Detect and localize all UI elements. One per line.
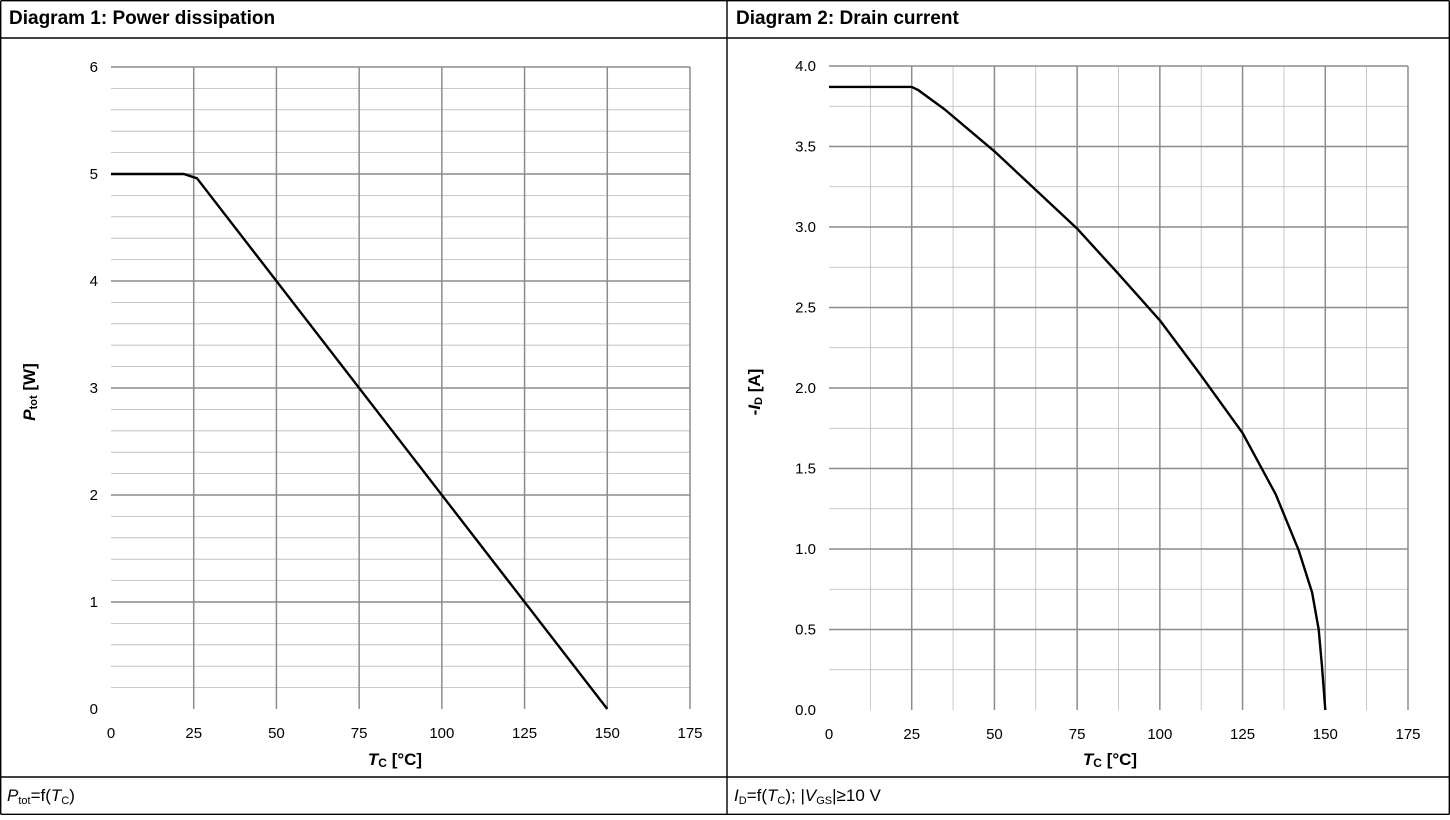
series-line xyxy=(829,85,1327,711)
caption-symbol-2: V xyxy=(804,786,817,805)
x-tick-label: 175 xyxy=(1395,726,1420,743)
y-tick-label: 2 xyxy=(90,487,98,504)
y-tick-label: 1 xyxy=(90,594,98,611)
caption-symbol-sub: tot xyxy=(18,795,31,807)
caption-var-sub: C xyxy=(61,795,70,807)
x-tick-label: 100 xyxy=(1147,726,1172,743)
caption-symbol: I xyxy=(734,786,739,805)
y-tick-label: 6 xyxy=(90,59,98,76)
y-tick-label: 0.5 xyxy=(795,622,816,639)
diagram-2-title: Diagram 2: Drain current xyxy=(736,8,959,29)
x-tick-label: 75 xyxy=(351,725,368,742)
y-tick-label: 1.0 xyxy=(795,541,816,558)
x-tick-label: 25 xyxy=(903,726,920,743)
y-tick-label: 0 xyxy=(90,701,98,718)
x-tick-label: 75 xyxy=(1069,726,1086,743)
series-line xyxy=(111,172,609,710)
caption-eq: =f( xyxy=(30,786,51,805)
y-tick-label: 4 xyxy=(90,273,98,290)
caption-symbol-sub: D xyxy=(738,795,747,807)
x-tick-label: 125 xyxy=(1230,726,1255,743)
y-tick-label: 3.5 xyxy=(795,139,816,156)
x-tick-label: 50 xyxy=(268,725,285,742)
diagram-2-caption: ID=f(TC); |VGS|≥10 V xyxy=(728,777,1449,815)
x-axis-title: TC [°C] xyxy=(1083,750,1137,770)
y-tick-label: 4.0 xyxy=(795,58,816,75)
x-tick-label: 0 xyxy=(107,725,115,742)
caption-var-sub: C xyxy=(777,795,786,807)
y-tick-label: 2.0 xyxy=(795,380,816,397)
caption-rest: ) xyxy=(69,786,75,805)
y-axis-title: -ID [A] xyxy=(745,369,765,416)
y-tick-label: 2.5 xyxy=(795,300,816,317)
caption-var: T xyxy=(767,786,778,805)
x-tick-label: 125 xyxy=(512,725,537,742)
x-tick-label: 0 xyxy=(825,726,833,743)
x-tick-label: 100 xyxy=(429,725,454,742)
caption-rest-2: |≥10 V xyxy=(832,786,881,805)
diagram-1-caption: Ptot=f(TC) xyxy=(1,777,727,815)
x-tick-label: 50 xyxy=(986,726,1003,743)
x-tick-label: 175 xyxy=(677,725,702,742)
caption-rest: ); | xyxy=(785,786,805,805)
x-tick-label: 25 xyxy=(185,725,202,742)
y-axis-title: Ptot [W] xyxy=(20,363,40,420)
y-tick-label: 0.0 xyxy=(795,702,816,719)
caption-eq: =f( xyxy=(746,786,767,805)
y-tick-label: 1.5 xyxy=(795,461,816,478)
caption-var: T xyxy=(50,786,62,805)
diagram-1-title: Diagram 1: Power dissipation xyxy=(9,8,276,29)
caption-symbol-2-sub: GS xyxy=(816,795,833,807)
y-tick-label: 3 xyxy=(90,380,98,397)
y-tick-label: 3.0 xyxy=(795,219,816,236)
x-axis-title: TC [°C] xyxy=(368,750,422,770)
y-tick-label: 5 xyxy=(90,166,98,183)
caption-symbol: P xyxy=(7,786,19,805)
x-tick-label: 150 xyxy=(1313,726,1338,743)
x-tick-label: 150 xyxy=(595,725,620,742)
